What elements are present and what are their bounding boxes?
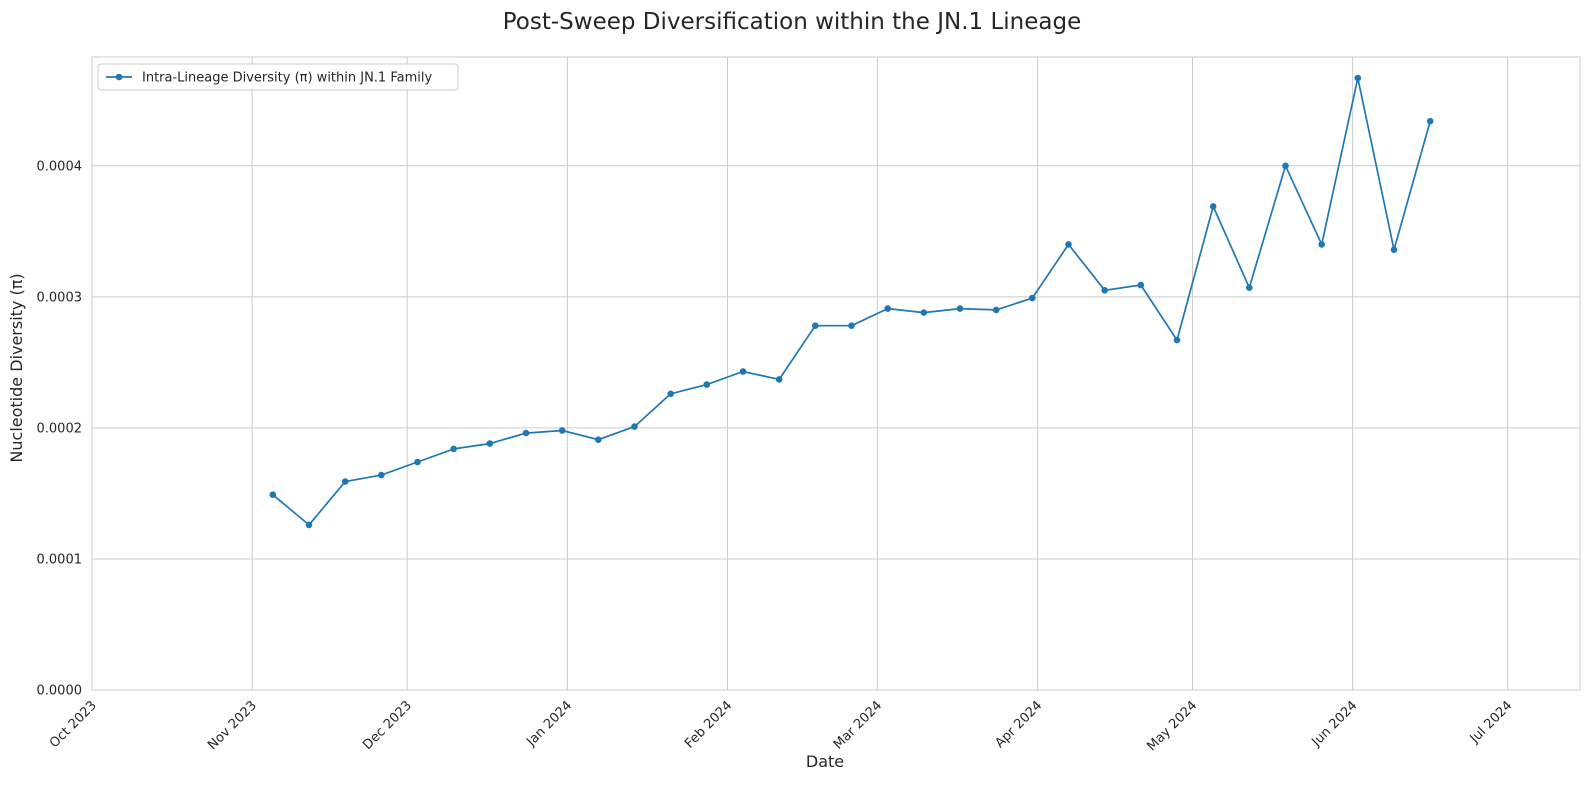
y-tick-label: 0.0002: [37, 421, 83, 436]
data-point: [739, 368, 747, 375]
data-point: [1173, 336, 1181, 344]
data-point: [558, 427, 566, 434]
data-point: [1282, 162, 1289, 170]
y-tick-label: 0.0003: [37, 290, 83, 305]
data-point: [450, 445, 458, 453]
legend-marker-swatch: [115, 73, 123, 81]
data-point: [775, 376, 783, 383]
data-point: [1137, 281, 1145, 289]
legend-entry-label: Intra-Lineage Diversity (π) within JN.1 …: [142, 71, 432, 86]
data-point: [1246, 284, 1253, 292]
data-point: [956, 305, 964, 312]
data-point: [269, 491, 277, 499]
y-axis-label: Nucleotide Diversity (π): [7, 273, 26, 462]
data-point: [378, 471, 385, 479]
data-point: [1354, 74, 1362, 82]
data-point: [1065, 241, 1072, 248]
data-point: [812, 322, 819, 330]
data-point: [667, 390, 674, 398]
data-point: [992, 306, 1000, 314]
data-point: [1101, 287, 1108, 294]
data-point: [848, 322, 855, 330]
data-point: [1318, 241, 1325, 248]
data-point: [884, 305, 891, 312]
legend-box: [97, 63, 459, 91]
data-point: [631, 423, 638, 430]
x-axis-label: Date: [806, 752, 844, 771]
data-point: [920, 309, 928, 316]
data-point: [522, 429, 530, 437]
y-tick-label: 0.0001: [37, 552, 83, 567]
data-point: [1209, 203, 1217, 210]
data-point: [486, 440, 494, 447]
y-tick-label: 0.0004: [37, 159, 83, 174]
chart-title: Post-Sweep Diversification within the JN…: [503, 9, 1081, 35]
data-point: [341, 478, 349, 485]
legend: Intra-Lineage Diversity (π) within JN.1 …: [97, 63, 459, 91]
data-point: [703, 381, 711, 388]
data-point: [305, 521, 313, 529]
plot-frame: [91, 56, 1581, 691]
y-tick-label: 0.0000: [37, 684, 83, 699]
data-point: [1029, 294, 1036, 302]
data-point: [595, 436, 602, 444]
data-point: [1390, 246, 1398, 253]
series-layer: [269, 74, 1434, 529]
data-point: [1426, 117, 1434, 125]
data-point: [414, 458, 421, 466]
